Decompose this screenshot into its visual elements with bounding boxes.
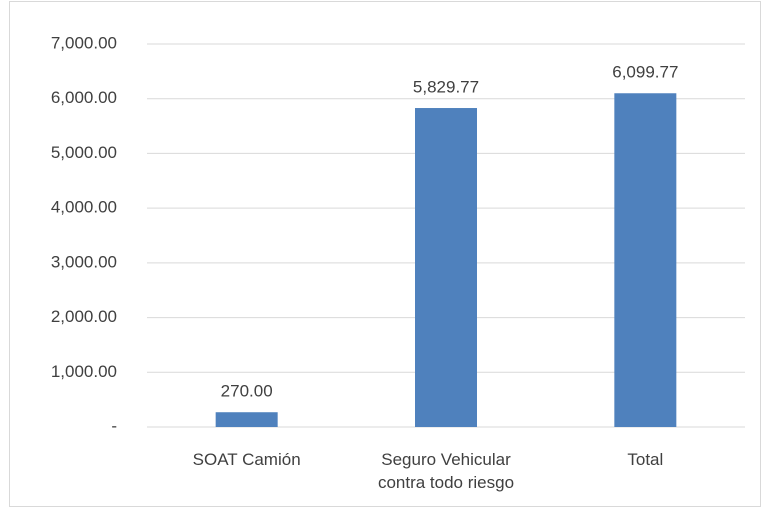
y-tick-label: 7,000.00 bbox=[51, 33, 117, 52]
bar bbox=[415, 108, 477, 428]
bar bbox=[614, 93, 677, 428]
y-tick-label: 4,000.00 bbox=[51, 198, 117, 217]
value-label: 6,099.77 bbox=[612, 63, 678, 82]
bar bbox=[215, 412, 278, 427]
y-tick-label: 1,000.00 bbox=[51, 362, 117, 381]
x-tick-label: SOAT Camión bbox=[192, 450, 301, 469]
y-tick-label: 6,000.00 bbox=[51, 88, 117, 107]
value-label: 270.00 bbox=[221, 382, 273, 401]
y-tick-label: 3,000.00 bbox=[51, 252, 117, 271]
y-tick-label: - bbox=[111, 416, 117, 435]
x-tick-label: Total bbox=[627, 450, 664, 469]
chart-border bbox=[9, 1, 761, 507]
x-tick-label: Seguro Vehicular contra todo riesgo bbox=[377, 450, 515, 492]
value-label: 5,829.77 bbox=[413, 78, 479, 97]
y-tick-label: 5,000.00 bbox=[51, 143, 117, 162]
y-tick-label: 2,000.00 bbox=[51, 307, 117, 326]
